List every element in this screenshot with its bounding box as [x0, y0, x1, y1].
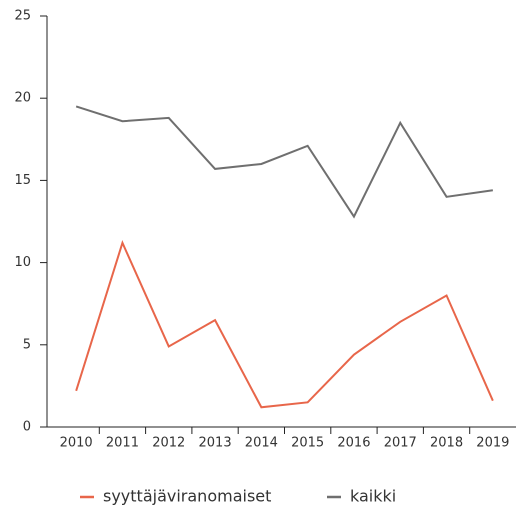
- x-tick-label: 2011: [106, 436, 139, 451]
- legend-label: kaikki: [350, 487, 396, 506]
- y-tick-label: 25: [14, 9, 31, 24]
- x-tick-label: 2014: [245, 436, 278, 451]
- x-tick-label: 2015: [291, 436, 324, 451]
- series-line: [75, 105, 493, 219]
- x-tick-label: 2017: [384, 436, 417, 451]
- y-tick-label: 0: [23, 420, 31, 435]
- legend-label: syyttäjäviranomaiset: [103, 487, 271, 506]
- x-tick-label: 2010: [60, 436, 93, 451]
- x-tick-label: 2012: [152, 436, 185, 451]
- x-tick-label: 2013: [199, 436, 232, 451]
- y-tick-label: 20: [14, 91, 31, 106]
- x-tick-label: 2019: [476, 436, 509, 451]
- y-tick-label: 15: [14, 173, 31, 188]
- y-tick-label: 5: [23, 337, 31, 352]
- y-tick-label: 10: [14, 255, 31, 270]
- x-tick-label: 2016: [337, 436, 370, 451]
- x-tick-label: 2018: [430, 436, 463, 451]
- series-line: [75, 240, 494, 409]
